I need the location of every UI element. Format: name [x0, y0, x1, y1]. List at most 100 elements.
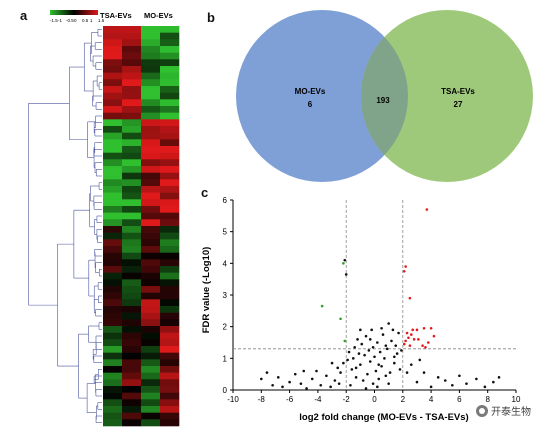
venn-circle-tsa — [361, 10, 533, 182]
y-tick-label: 3 — [223, 291, 228, 300]
volcano-point-black — [394, 344, 398, 347]
heatmap-cell — [160, 252, 180, 260]
volcano-point-black — [451, 383, 454, 387]
volcano-point-black — [305, 387, 308, 390]
volcano-threshold-lines — [233, 200, 516, 390]
heatmap-cell — [122, 246, 142, 253]
heatmap-cell — [160, 339, 180, 347]
heatmap-cell — [160, 39, 180, 47]
volcano-point-red — [411, 328, 415, 332]
heatmap-cell — [141, 286, 161, 293]
heatmap-cell — [103, 86, 123, 93]
volcano-point-black — [492, 380, 495, 384]
y-tick-label: 0 — [223, 386, 228, 395]
heatmap-cell — [160, 346, 180, 353]
heatmap-cell — [103, 79, 123, 87]
heatmap-cell — [103, 359, 123, 367]
volcano-point-red — [404, 265, 407, 268]
heatmap-cell — [160, 332, 180, 340]
heatmap-cell — [141, 159, 161, 167]
heatmap-cell — [141, 279, 161, 287]
heatmap-cell — [160, 132, 180, 140]
volcano-point-black — [376, 341, 379, 344]
heatmap-cell — [160, 186, 180, 193]
volcano-point-black — [422, 371, 426, 374]
volcano-point-black — [356, 338, 359, 341]
heatmap-cell — [122, 106, 142, 113]
heatmap-cell — [160, 139, 180, 147]
heatmap-cell — [122, 112, 142, 120]
heatmap-cell — [160, 412, 180, 420]
heatmap-cell — [141, 52, 161, 60]
volcano-point-black — [363, 353, 366, 357]
heatmap-cell — [141, 299, 161, 307]
x-tick-label: 0 — [372, 395, 377, 404]
volcano-point-black — [395, 352, 399, 355]
volcano-point-black — [436, 376, 440, 379]
volcano-point-red — [417, 338, 420, 341]
volcano-point-black — [475, 377, 478, 381]
volcano-point-black — [364, 334, 368, 338]
heatmap-cell — [103, 219, 123, 227]
heatmap-cell — [103, 399, 123, 407]
scale-tick-label: -0.5 — [66, 18, 74, 23]
volcano-point-black — [370, 328, 373, 332]
volcano-point-black — [315, 369, 318, 373]
heatmap-cell — [160, 319, 180, 327]
heatmap-cell — [160, 92, 180, 100]
volcano-point-green — [342, 262, 345, 265]
volcano-point-black — [384, 374, 388, 378]
heatmap-cell — [141, 412, 161, 420]
volcano-point-black — [387, 322, 390, 325]
heatmap-cell — [141, 226, 161, 233]
heatmap-cell — [160, 32, 180, 40]
heatmap-cell — [103, 126, 123, 133]
volcano-point-black — [346, 358, 349, 362]
heatmap-cell — [141, 332, 161, 340]
heatmap-cell — [141, 86, 161, 93]
volcano-point-black — [377, 377, 381, 381]
scale-tick-label: 0 — [74, 18, 77, 23]
volcano-point-black — [393, 355, 396, 359]
scale-tick-label: 0.5 — [82, 18, 89, 23]
volcano-point-black — [409, 363, 413, 366]
volcano-point-black — [373, 355, 376, 359]
heatmap-cell — [141, 419, 161, 427]
heatmap-cell — [103, 272, 123, 280]
volcano-point-black — [383, 357, 386, 360]
volcano-point-black — [391, 328, 395, 332]
heatmap-cell — [160, 219, 180, 227]
heatmap-cell — [122, 319, 142, 327]
volcano-point-black — [361, 379, 365, 382]
volcano-point-black — [329, 385, 332, 389]
venn-count-tsa: 27 — [454, 100, 463, 109]
heatmap-cell — [122, 212, 142, 220]
heatmap-cell — [122, 52, 142, 60]
volcano-point-black — [384, 344, 388, 347]
heatmap-cell — [122, 399, 142, 407]
heatmap-cell — [160, 372, 180, 380]
heatmap-cell — [122, 326, 142, 333]
panel-label-b: b — [207, 10, 215, 25]
volcano-point-black — [342, 361, 345, 365]
heatmap-cell — [141, 366, 161, 373]
x-tick-label: -10 — [227, 395, 239, 404]
heatmap-cell — [103, 312, 123, 320]
heatmap-cell — [122, 279, 142, 287]
volcano-point-black — [288, 380, 291, 384]
venn-svg: MO-EVs 6 193 TSA-EVs 27 — [236, 10, 533, 182]
heatmap-cell — [141, 32, 161, 40]
heatmap-cell — [141, 346, 161, 353]
watermark: 开泰生物 — [476, 403, 531, 418]
y-tick-label: 2 — [223, 323, 228, 332]
heatmap-cell — [141, 259, 161, 267]
heatmap-cell — [122, 92, 142, 100]
dendrogram — [28, 29, 102, 423]
heatmap-cell — [103, 159, 123, 167]
volcano-point-black — [381, 333, 385, 336]
venn-circle-mo — [236, 10, 408, 182]
heatmap-cell — [160, 86, 180, 93]
heatmap-cell — [160, 46, 180, 53]
heatmap-cell — [103, 46, 123, 53]
heatmap-cell — [141, 406, 161, 413]
